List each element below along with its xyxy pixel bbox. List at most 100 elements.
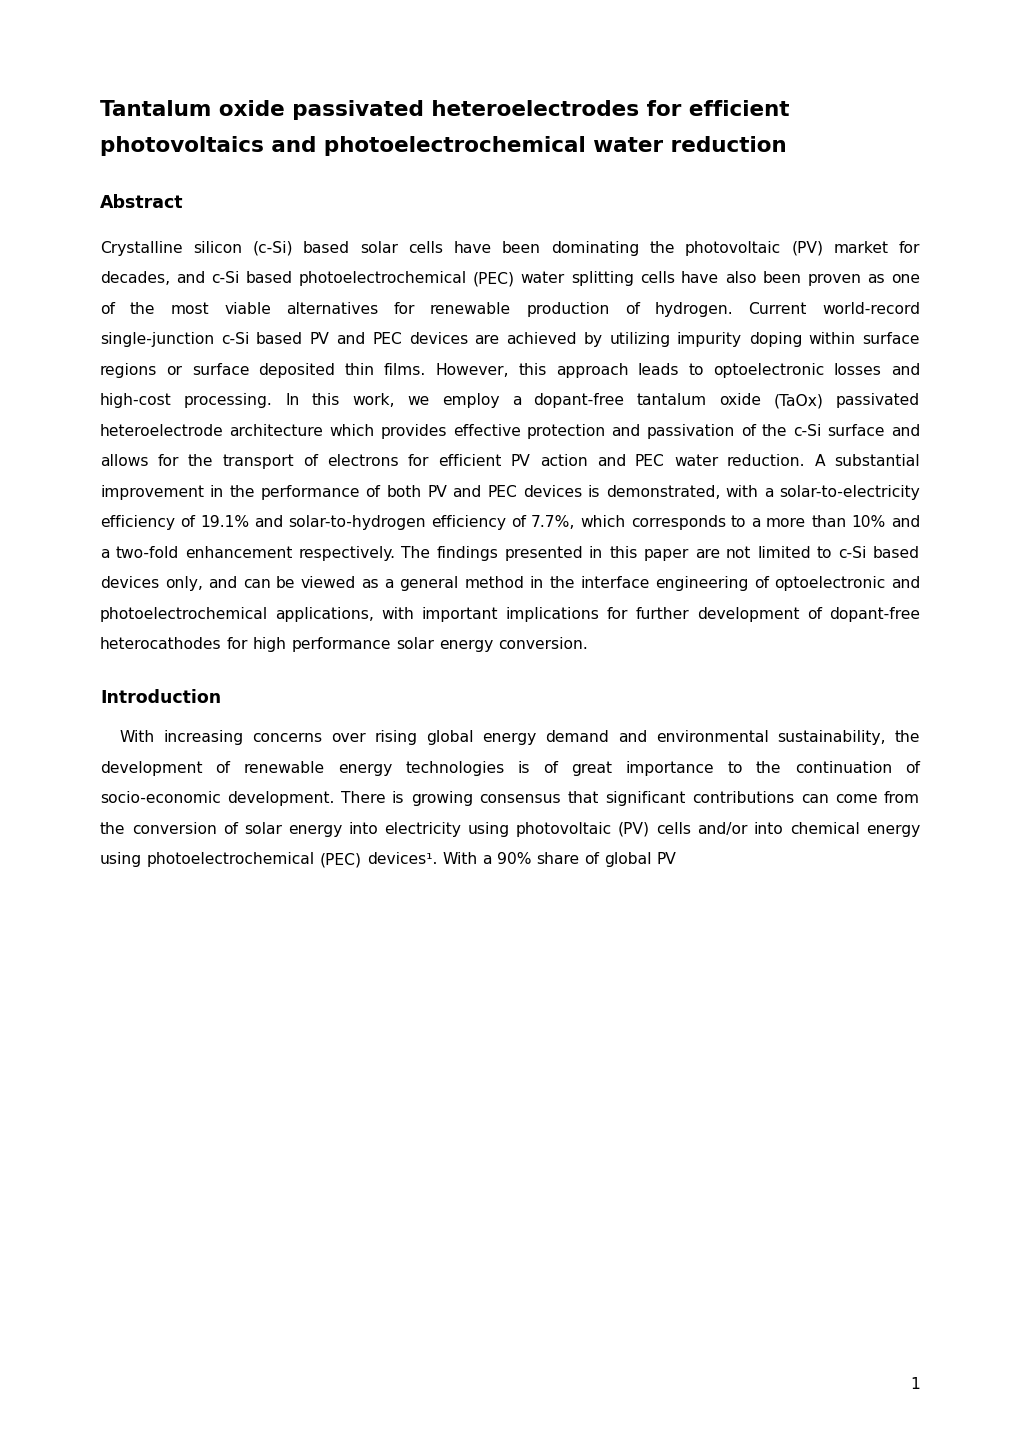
Text: within: within [808, 332, 855, 348]
Text: a: a [100, 547, 109, 561]
Text: decades,: decades, [100, 271, 170, 287]
Text: solar-to-electricity: solar-to-electricity [779, 485, 919, 500]
Text: 1: 1 [909, 1377, 919, 1392]
Text: solar: solar [244, 822, 281, 836]
Text: development: development [696, 607, 799, 622]
Text: as: as [361, 577, 379, 591]
Text: In: In [285, 394, 300, 408]
Text: demand: demand [545, 731, 608, 746]
Text: concerns: concerns [252, 731, 322, 746]
Text: as: as [866, 271, 884, 287]
Text: utilizing: utilizing [608, 332, 669, 348]
Text: devices¹.: devices¹. [367, 852, 437, 868]
Text: a: a [384, 577, 393, 591]
Text: energy: energy [337, 761, 392, 776]
Text: is: is [518, 761, 530, 776]
Text: photovoltaic: photovoltaic [684, 241, 781, 255]
Text: cells: cells [408, 241, 442, 255]
Text: passivated: passivated [835, 394, 919, 408]
Text: energy: energy [438, 637, 492, 652]
Text: With: With [119, 731, 155, 746]
Text: c-Si: c-Si [793, 424, 820, 438]
Text: photoelectrochemical: photoelectrochemical [100, 607, 268, 622]
Text: consensus: consensus [479, 792, 560, 806]
Text: into: into [348, 822, 378, 836]
Text: dopant-free: dopant-free [828, 607, 919, 622]
Text: most: most [170, 301, 209, 317]
Text: efficiency: efficiency [100, 515, 175, 531]
Text: global: global [603, 852, 651, 868]
Text: great: great [571, 761, 611, 776]
Text: With: With [441, 852, 477, 868]
Text: is: is [587, 485, 599, 500]
Text: PV: PV [310, 332, 329, 348]
Text: single-junction: single-junction [100, 332, 214, 348]
Text: heteroelectrode: heteroelectrode [100, 424, 223, 438]
Text: high-cost: high-cost [100, 394, 171, 408]
Text: and: and [890, 424, 919, 438]
Text: environmental: environmental [655, 731, 767, 746]
Text: over: over [331, 731, 366, 746]
Text: reduction.: reduction. [727, 454, 805, 470]
Text: further: further [635, 607, 689, 622]
Text: respectively.: respectively. [298, 547, 394, 561]
Text: energy: energy [482, 731, 536, 746]
Text: photovoltaic: photovoltaic [516, 822, 611, 836]
Text: can: can [800, 792, 827, 806]
Text: optoelectronic: optoelectronic [712, 363, 823, 378]
Text: the: the [755, 761, 781, 776]
Text: are: are [694, 547, 719, 561]
Text: growing: growing [411, 792, 473, 806]
Text: the: the [649, 241, 675, 255]
Text: and: and [611, 424, 640, 438]
Text: into: into [753, 822, 783, 836]
Text: a: a [763, 485, 772, 500]
Text: renewable: renewable [430, 301, 511, 317]
Text: of: of [584, 852, 598, 868]
Text: performance: performance [260, 485, 360, 500]
Text: limited: limited [757, 547, 810, 561]
Text: by: by [583, 332, 602, 348]
Text: we: we [407, 394, 429, 408]
Text: There: There [340, 792, 385, 806]
Text: energy: energy [287, 822, 342, 836]
Text: surface: surface [862, 332, 919, 348]
Text: contributions: contributions [691, 792, 794, 806]
Text: PEC: PEC [487, 485, 517, 500]
Text: than: than [810, 515, 846, 531]
Text: the: the [894, 731, 919, 746]
Text: protection: protection [526, 424, 605, 438]
Text: of: of [806, 607, 821, 622]
Text: alternatives: alternatives [286, 301, 378, 317]
Text: based: based [246, 271, 292, 287]
Text: general: general [399, 577, 459, 591]
Text: and: and [336, 332, 365, 348]
Text: is: is [391, 792, 405, 806]
Text: proven: proven [807, 271, 861, 287]
Text: this: this [518, 363, 546, 378]
Text: rising: rising [374, 731, 417, 746]
Text: c-Si: c-Si [211, 271, 239, 287]
Text: interface: interface [580, 577, 649, 591]
Text: work,: work, [353, 394, 394, 408]
Text: implications: implications [505, 607, 599, 622]
Text: conversion: conversion [131, 822, 216, 836]
Text: a: a [751, 515, 760, 531]
Text: devices: devices [409, 332, 468, 348]
Text: employ: employ [441, 394, 499, 408]
Text: surface: surface [826, 424, 884, 438]
Text: of: of [740, 424, 755, 438]
Text: and/or: and/or [697, 822, 747, 836]
Text: regions: regions [100, 363, 157, 378]
Text: a: a [512, 394, 521, 408]
Text: substantial: substantial [834, 454, 919, 470]
Text: share: share [535, 852, 579, 868]
Text: A: A [814, 454, 824, 470]
Text: cells: cells [655, 822, 691, 836]
Text: world-record: world-record [821, 301, 919, 317]
Text: silicon: silicon [193, 241, 242, 255]
Text: photoelectrochemical: photoelectrochemical [299, 271, 467, 287]
Text: (TaOx): (TaOx) [773, 394, 822, 408]
Text: solar-to-hydrogen: solar-to-hydrogen [288, 515, 426, 531]
Text: presented: presented [503, 547, 582, 561]
